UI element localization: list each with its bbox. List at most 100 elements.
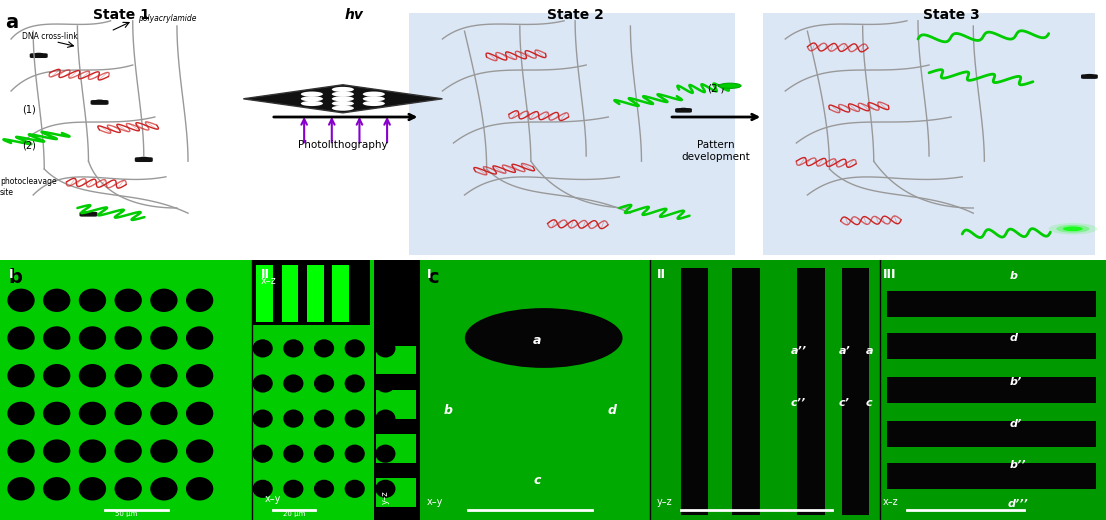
Circle shape (363, 96, 385, 101)
Text: (2): (2) (22, 140, 36, 151)
Ellipse shape (8, 289, 34, 312)
Text: c: c (427, 268, 439, 287)
Ellipse shape (186, 289, 213, 312)
Circle shape (301, 101, 323, 106)
Ellipse shape (375, 374, 396, 393)
Text: b: b (9, 268, 22, 287)
FancyBboxPatch shape (1082, 75, 1097, 78)
Ellipse shape (283, 374, 303, 393)
Bar (282, 265, 299, 322)
Text: polyacrylamide: polyacrylamide (138, 14, 197, 23)
Text: (1): (1) (22, 104, 35, 114)
Ellipse shape (8, 477, 34, 500)
Ellipse shape (252, 445, 273, 463)
Text: a’’: a’’ (791, 346, 806, 356)
Ellipse shape (375, 410, 396, 427)
Bar (732, 268, 760, 515)
Ellipse shape (375, 340, 396, 358)
Bar (681, 268, 708, 515)
FancyBboxPatch shape (31, 54, 46, 57)
Ellipse shape (8, 364, 34, 387)
Text: III: III (883, 268, 897, 281)
Ellipse shape (283, 479, 303, 498)
Text: c: c (866, 398, 873, 408)
Text: State 1: State 1 (93, 8, 150, 22)
Circle shape (332, 101, 354, 106)
Text: II: II (657, 268, 666, 281)
Text: Pattern
development: Pattern development (681, 140, 750, 162)
Polygon shape (243, 85, 442, 113)
Ellipse shape (252, 340, 273, 358)
Ellipse shape (150, 327, 178, 349)
Circle shape (301, 96, 323, 101)
Ellipse shape (115, 289, 142, 312)
FancyBboxPatch shape (135, 158, 153, 161)
Ellipse shape (314, 479, 334, 498)
Ellipse shape (43, 289, 71, 312)
Text: DNA cross-link: DNA cross-link (22, 32, 77, 41)
Text: y–z: y–z (380, 491, 389, 504)
Ellipse shape (8, 439, 34, 463)
Bar (420, 260, 650, 520)
Bar (306, 265, 324, 322)
Bar (887, 421, 1096, 447)
Text: a: a (866, 346, 874, 356)
Text: b: b (444, 405, 452, 417)
FancyBboxPatch shape (676, 109, 691, 112)
Text: State 2: State 2 (546, 8, 604, 22)
Circle shape (1056, 225, 1089, 232)
Ellipse shape (79, 439, 106, 463)
Text: I: I (427, 268, 431, 281)
Text: x–z: x–z (883, 497, 899, 507)
Ellipse shape (115, 327, 142, 349)
Text: y–z: y–z (657, 497, 672, 507)
Ellipse shape (8, 401, 34, 425)
Ellipse shape (79, 327, 106, 349)
Ellipse shape (150, 401, 178, 425)
Ellipse shape (375, 479, 396, 498)
Ellipse shape (283, 445, 303, 463)
Ellipse shape (375, 445, 396, 463)
Bar (332, 265, 348, 322)
Text: x–y: x–y (264, 495, 281, 504)
Bar (257, 265, 273, 322)
FancyBboxPatch shape (409, 13, 735, 255)
Text: I: I (9, 268, 13, 281)
Ellipse shape (345, 410, 365, 427)
Ellipse shape (186, 439, 213, 463)
Circle shape (301, 92, 323, 97)
Ellipse shape (314, 410, 334, 427)
Text: d: d (1010, 333, 1018, 343)
Bar (887, 377, 1096, 403)
Bar (879, 260, 1106, 520)
Circle shape (719, 83, 741, 88)
Circle shape (332, 96, 354, 101)
FancyBboxPatch shape (763, 13, 1095, 255)
Ellipse shape (43, 364, 71, 387)
Bar (887, 291, 1096, 317)
Text: a’: a’ (838, 346, 851, 356)
Text: a: a (6, 13, 19, 32)
Ellipse shape (43, 327, 71, 349)
Text: photocleavage
site: photocleavage site (0, 177, 56, 197)
Circle shape (332, 87, 354, 92)
Bar (376, 478, 416, 507)
Ellipse shape (314, 340, 334, 358)
Ellipse shape (150, 289, 178, 312)
Ellipse shape (186, 364, 213, 387)
Ellipse shape (43, 401, 71, 425)
Ellipse shape (186, 401, 213, 425)
Text: c: c (533, 474, 541, 488)
Ellipse shape (150, 364, 178, 387)
Ellipse shape (43, 439, 71, 463)
Bar (887, 333, 1096, 359)
Ellipse shape (115, 401, 142, 425)
Circle shape (363, 101, 385, 106)
FancyBboxPatch shape (80, 213, 97, 216)
Bar (0, 260, 252, 520)
Text: Photolithography: Photolithography (298, 140, 388, 150)
FancyBboxPatch shape (91, 101, 107, 104)
Ellipse shape (115, 439, 142, 463)
Ellipse shape (252, 410, 273, 427)
Text: d’: d’ (1010, 419, 1022, 429)
